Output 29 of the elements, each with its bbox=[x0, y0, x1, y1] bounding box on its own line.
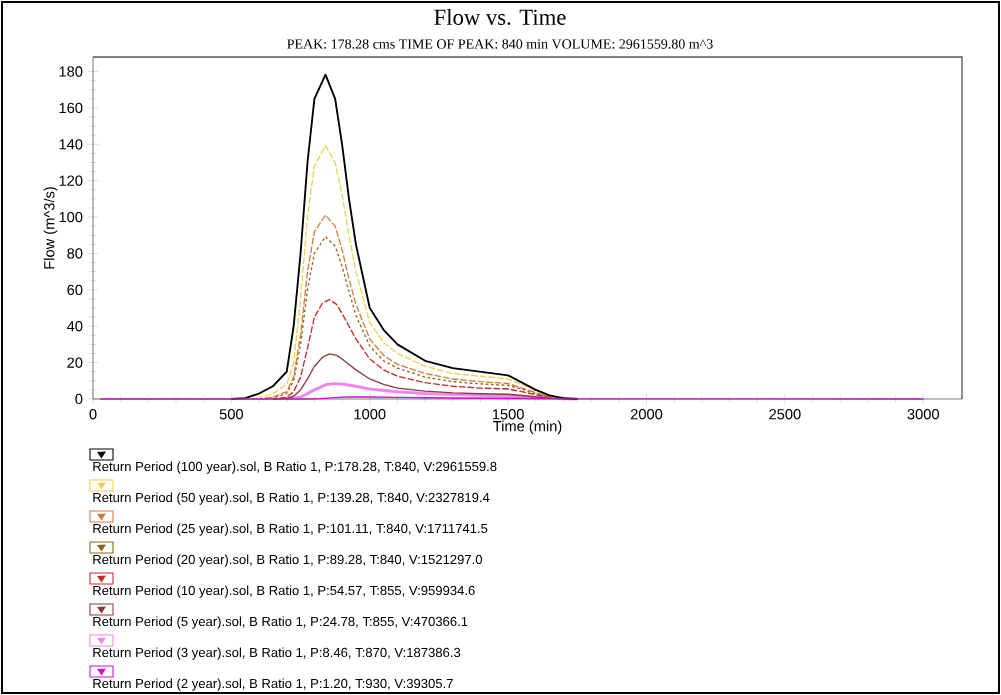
x-tick-label: 2500 bbox=[769, 409, 801, 420]
y-tick-label: 160 bbox=[59, 102, 83, 114]
y-tick-label: 0 bbox=[75, 393, 83, 405]
x-tick-label: 2000 bbox=[630, 409, 663, 420]
x-axis-title: Time (min) bbox=[493, 420, 562, 435]
legend-label: Return Period (20 year).sol, B Ratio 1, P:89.28, T:840, V:1521297.0 bbox=[93, 554, 483, 567]
y-tick-label: 20 bbox=[67, 357, 83, 368]
y-tick-label: 40 bbox=[66, 321, 83, 332]
x-tick-label: 1500 bbox=[492, 409, 524, 420]
legend-label: Return Period (3 year).sol, B Ratio 1, P:8.46, T:870, V:187386.3 bbox=[93, 647, 461, 660]
legend-label: Return Period (10 year).sol, B Ratio 1, P:54.57, T:855, V:959934.6 bbox=[93, 585, 475, 598]
y-tick-label: 120 bbox=[59, 175, 83, 186]
y-tick-label: 80 bbox=[67, 248, 83, 259]
legend-label: Return Period (100 year).sol, B Ratio 1, P:178.28, T:840, V:2961559.8 bbox=[93, 461, 497, 474]
y-tick-label: 100 bbox=[59, 211, 83, 223]
chart-subtitle: PEAK: 178.28 cms TIME OF PEAK: 840 min VOLUME: 2961559.80 m^3 bbox=[287, 39, 713, 49]
x-tick-label: 3000 bbox=[907, 409, 939, 420]
x-tick-label: 500 bbox=[219, 409, 244, 420]
legend-label: Return Period (2 year).sol, B Ratio 1, P:1.20, T:930, V:39305.7 bbox=[93, 678, 453, 691]
chart-title: Flow vs. Time bbox=[434, 8, 566, 25]
y-tick-label: 180 bbox=[59, 66, 83, 77]
x-tick-label: 0 bbox=[89, 409, 97, 420]
legend-label: Return Period (50 year).sol, B Ratio 1, P:139.28, T:840, V:2327819.4 bbox=[93, 492, 490, 505]
y-axis-title: Flow (m^3/s) bbox=[43, 187, 58, 269]
y-tick-label: 60 bbox=[67, 284, 83, 296]
y-tick-label: 140 bbox=[59, 139, 83, 150]
legend-label: Return Period (5 year).sol, B Ratio 1, P:24.78, T:855, V:470366.1 bbox=[93, 616, 468, 629]
x-tick-label: 1000 bbox=[354, 409, 386, 420]
legend-label: Return Period (25 year).sol, B Ratio 1, P:101.11, T:840, V:1711741.5 bbox=[93, 523, 488, 536]
